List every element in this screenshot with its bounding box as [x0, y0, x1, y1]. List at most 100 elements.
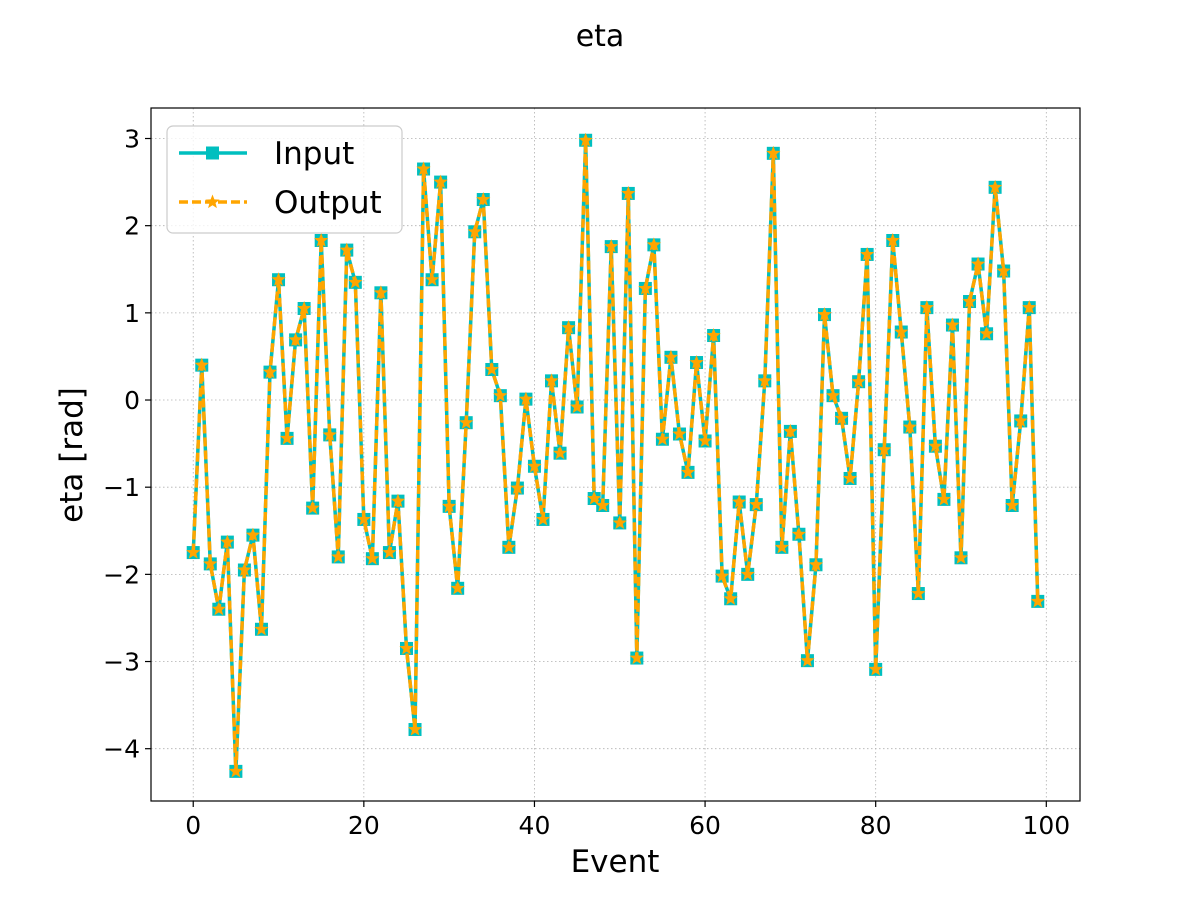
legend-label-input: Input — [274, 136, 354, 172]
legend-label-output: Output — [274, 185, 382, 221]
data-point-output — [817, 307, 832, 321]
data-point-output — [902, 419, 917, 434]
y-axis-label: eta [rad] — [54, 387, 90, 523]
data-point-output — [493, 388, 508, 402]
data-point-output — [834, 410, 849, 425]
legend-marker-output — [205, 194, 220, 209]
data-point-output — [271, 272, 286, 286]
data-point-output — [791, 526, 807, 541]
x-tick-label: 0 — [185, 811, 201, 840]
data-point-output — [262, 364, 278, 379]
data-point-output — [186, 545, 201, 559]
data-point-output — [382, 545, 397, 559]
data-point-output — [1005, 497, 1020, 512]
data-point-output — [442, 498, 457, 513]
data-point-output — [732, 494, 747, 509]
data-point-output — [621, 185, 636, 200]
data-point-output — [569, 399, 585, 414]
data-point-output — [544, 373, 559, 387]
y-tick-label: −2 — [103, 560, 140, 589]
y-tick-label: 3 — [124, 125, 140, 154]
grid-lines — [151, 108, 1080, 801]
data-point-output — [979, 326, 994, 340]
legend-entry-input: Input — [179, 136, 354, 172]
data-point-output — [390, 493, 406, 508]
data-point-output — [783, 423, 798, 438]
data-point-output — [800, 653, 815, 667]
data-point-output — [629, 650, 644, 665]
chart-title: eta — [576, 19, 625, 54]
data-point-output — [860, 246, 875, 261]
data-point-output — [220, 534, 235, 549]
data-point-output — [527, 458, 542, 473]
x-axis-label: Event — [571, 844, 660, 880]
data-point-output — [953, 550, 969, 564]
data-point-output — [407, 722, 423, 736]
data-point-output — [399, 640, 414, 655]
data-point-output — [604, 239, 619, 253]
data-point-output — [646, 237, 662, 251]
data-point-output — [911, 586, 926, 600]
plot-series — [186, 132, 1045, 778]
data-point-output — [510, 480, 525, 495]
data-point-output — [416, 161, 431, 176]
data-point-output — [825, 388, 841, 402]
data-point-output — [774, 539, 789, 554]
data-point-output — [194, 357, 209, 372]
legend-marker-input — [206, 146, 219, 160]
data-point-output — [322, 427, 337, 441]
data-point-output — [928, 438, 943, 453]
y-tick-label: 2 — [124, 212, 140, 241]
data-point-output — [314, 233, 329, 247]
data-point-output — [689, 355, 704, 369]
legend: Input Output — [166, 125, 403, 234]
data-point-output — [254, 621, 269, 636]
x-tick-label: 20 — [348, 811, 380, 840]
series-output — [186, 132, 1045, 778]
x-tick-label: 40 — [519, 811, 551, 840]
data-point-output — [808, 557, 824, 571]
data-point-output — [715, 568, 730, 583]
data-point-output — [365, 551, 380, 565]
data-point-output — [433, 174, 448, 189]
data-point-output — [587, 491, 602, 505]
data-point-output — [305, 500, 320, 515]
data-point-output — [842, 470, 858, 485]
x-axis-ticks: 0 20 40 60 80 100 — [185, 801, 1070, 840]
data-point-output — [348, 274, 363, 289]
data-point-output — [680, 464, 696, 479]
data-point-output — [237, 562, 252, 577]
data-point-output — [595, 497, 610, 512]
data-point-output — [996, 263, 1011, 278]
data-point-output — [535, 511, 551, 526]
data-point-output — [1022, 300, 1037, 314]
data-point-output — [424, 272, 440, 286]
data-point-output — [501, 539, 516, 554]
data-point-output — [723, 591, 738, 605]
data-point-output — [697, 433, 713, 448]
data-point-output — [552, 445, 568, 460]
data-point-output — [936, 491, 952, 506]
data-point-output — [288, 332, 303, 346]
y-tick-label: 1 — [124, 299, 140, 328]
data-point-output — [945, 317, 960, 332]
data-point-output — [518, 391, 534, 406]
legend-entry-output: Output — [179, 185, 382, 221]
data-point-output — [894, 324, 909, 339]
data-point-output — [877, 442, 892, 456]
data-point-output — [970, 256, 986, 271]
data-point-output — [851, 374, 866, 388]
data-point-output — [279, 430, 295, 445]
data-point-output — [749, 497, 764, 511]
data-point-output — [245, 527, 261, 542]
y-tick-label: 0 — [124, 386, 140, 415]
y-tick-label: −1 — [103, 473, 140, 502]
data-point-output — [962, 294, 977, 308]
x-tick-label: 60 — [689, 811, 721, 840]
series-line-output — [191, 138, 1040, 774]
data-point-output — [578, 132, 593, 147]
data-point-output — [757, 373, 772, 387]
data-point-output — [987, 179, 1003, 194]
data-point-output — [373, 285, 389, 299]
